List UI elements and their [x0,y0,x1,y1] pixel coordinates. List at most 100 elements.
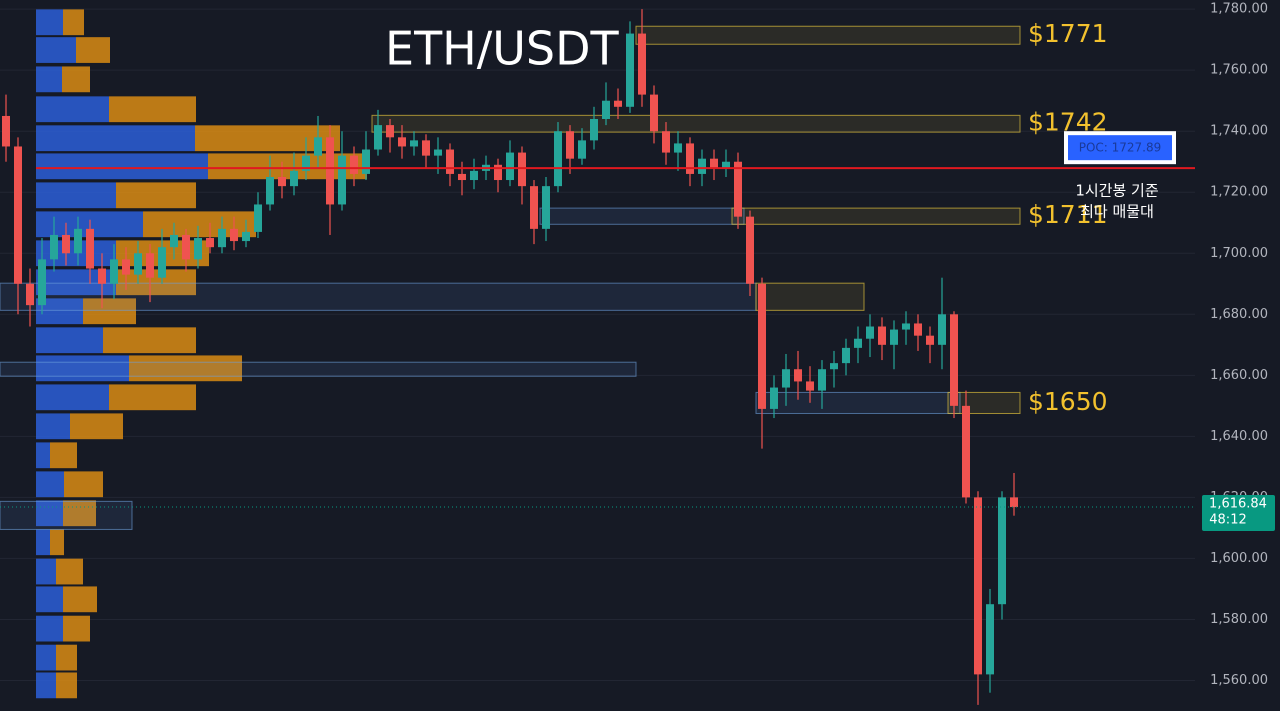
candle-body [194,238,202,260]
y-tick-label: 1,580.00 [1210,612,1268,627]
y-tick-label: 1,780.00 [1210,2,1268,17]
candle-body [374,125,382,150]
profile-buy [36,96,109,123]
profile-buy [36,558,56,585]
candle-body [14,146,22,284]
candle-body [38,259,46,306]
profile-sell [129,355,242,382]
profile-buy [36,37,76,63]
candle-body [206,238,214,248]
candle-body [698,158,706,174]
candle-body [314,137,322,156]
poc-label: POC: 1727.89 [1079,141,1162,155]
candle-body [974,497,982,675]
zone-label: $1771 [1028,19,1108,48]
candle-body [890,329,898,345]
profile-buy [36,471,64,498]
y-tick-label: 1,700.00 [1210,246,1268,261]
profile-sell [56,558,83,585]
candle-body [134,253,142,275]
candle-body [782,369,790,388]
candle-body [806,381,814,391]
candle-body [122,259,130,275]
profile-sell [63,586,97,613]
candle-body [914,323,922,336]
candle-body [734,161,742,217]
candle-body [1010,497,1018,508]
candle-body [794,369,802,382]
candle-body [962,405,970,498]
candle-body [986,604,994,675]
y-tick-label: 1,600.00 [1210,551,1268,566]
candle-body [290,170,298,187]
profile-sell [143,211,256,238]
candle-body [2,115,10,147]
y-tick-label: 1,560.00 [1210,673,1268,688]
candle-body [362,149,370,174]
candle-body [662,131,670,153]
profile-buy [36,672,56,699]
profile-sell [50,529,64,556]
candle-body [878,326,886,345]
candle-body [278,176,286,187]
support-zone [0,500,133,530]
candle-body [446,149,454,174]
candle-body [554,131,562,187]
zone-label: $1650 [1028,387,1108,416]
candle-body [398,137,406,147]
candle-body [842,347,850,364]
resistance-zone [755,282,865,311]
y-tick-label: 1,640.00 [1210,429,1268,444]
support-zone [755,391,961,414]
profile-sell [56,644,77,671]
profile-buy [36,413,70,440]
countdown-label: 48:12 [1209,513,1246,528]
resistance-zone [731,207,1021,225]
profile-buy [36,384,109,411]
candle-body [230,228,238,242]
candle-body [86,228,94,269]
profile-sell [103,327,196,354]
candle-body [722,161,730,168]
candle-body [242,231,250,242]
candle-body [566,131,574,159]
profile-sell [56,672,77,699]
profile-buy [36,442,50,469]
profile-sell [109,96,196,123]
profile-buy [36,586,63,613]
candle-body [326,137,334,205]
candle-body [458,173,466,181]
candle-body [410,140,418,147]
candle-body [494,164,502,181]
candle-body [542,186,550,229]
y-tick-label: 1,720.00 [1210,185,1268,200]
candle-body [926,335,934,345]
profile-sell [76,37,110,63]
last-price-box [1202,495,1275,532]
candle-body [110,259,118,284]
candle-body [266,176,274,205]
candle-body [770,387,778,409]
resistance-zone [635,25,1021,45]
y-tick-label: 1,680.00 [1210,307,1268,322]
candle-body [530,186,538,229]
profile-sell [70,413,123,440]
profile-buy [36,125,195,152]
poc-note: 최다 매물대 [1080,203,1154,221]
candle-body [830,363,838,370]
profile-buy [36,327,103,354]
candle-body [674,143,682,153]
candle-body [470,170,478,181]
candle-body [386,125,394,138]
support-zone [539,207,745,225]
candle-body [650,94,658,132]
candle-body [758,283,766,409]
profile-buy [36,182,116,209]
resistance-zone [947,391,1021,414]
candle-body [170,234,178,248]
candle-body [950,314,958,406]
candle-body [50,234,58,260]
candle-body [422,140,430,156]
poc-box [1064,131,1176,165]
